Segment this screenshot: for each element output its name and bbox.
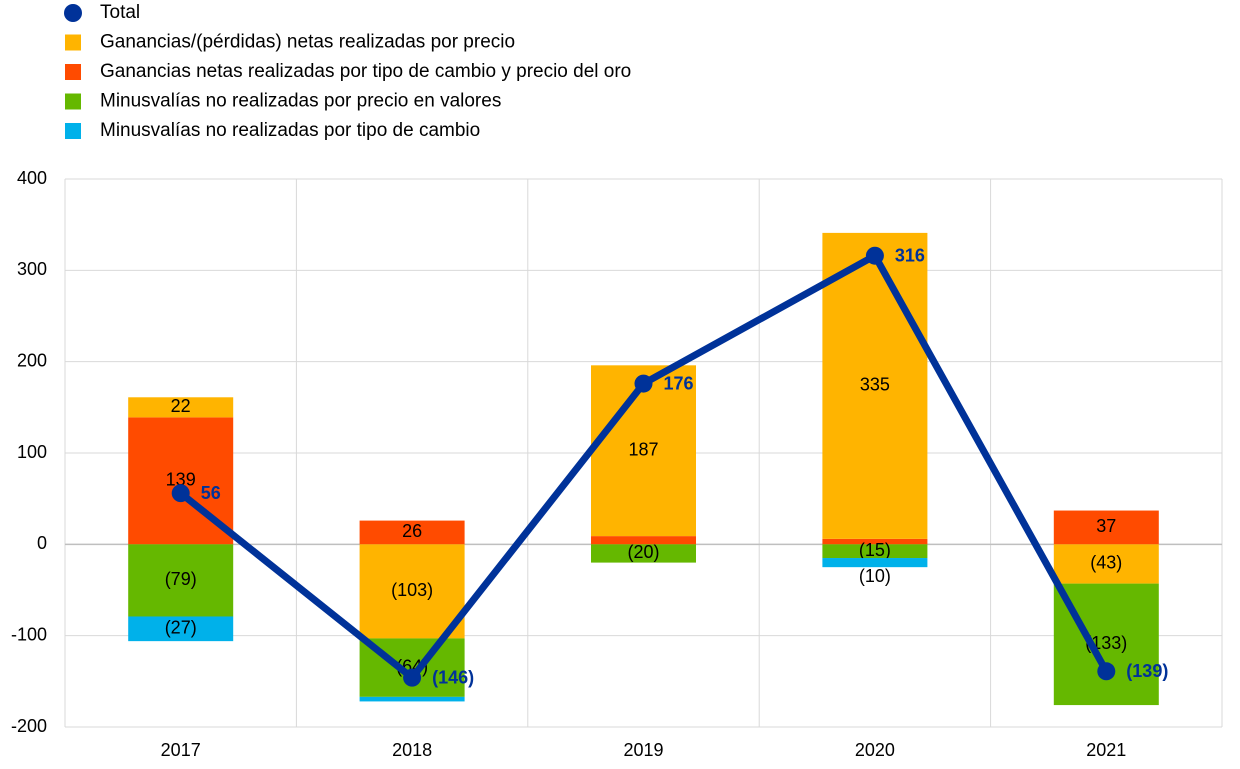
x-tick-label: 2017 xyxy=(161,740,201,760)
total-label: (139) xyxy=(1126,661,1168,681)
total-marker xyxy=(634,374,653,393)
bar-segment xyxy=(128,544,234,617)
total-label: 56 xyxy=(201,483,221,503)
data-label: 26 xyxy=(402,521,422,541)
data-label: (20) xyxy=(627,542,659,562)
bar-segment xyxy=(359,544,465,639)
legend-label: Minusvalías no realizadas por precio en … xyxy=(100,91,501,112)
data-label: 187 xyxy=(628,439,658,459)
y-tick-label: 0 xyxy=(37,533,47,553)
y-tick-label: 300 xyxy=(17,259,47,279)
total-marker xyxy=(1097,662,1116,681)
x-tick-label: 2021 xyxy=(1086,740,1126,760)
data-label: 139 xyxy=(166,470,196,490)
total-marker xyxy=(403,668,422,687)
legend-label: Ganancias/(pérdidas) netas realizadas po… xyxy=(100,32,515,53)
bar-segment xyxy=(591,536,696,545)
data-label: (27) xyxy=(165,618,197,638)
legend-swatch xyxy=(65,93,81,110)
legend-label: Minusvalías no realizadas por tipo de ca… xyxy=(100,120,480,141)
legend-marker xyxy=(64,4,82,22)
bar-segment xyxy=(359,520,465,545)
bar-segment xyxy=(822,538,928,545)
bar-segment xyxy=(822,558,928,568)
data-label: (103) xyxy=(391,580,433,600)
y-tick-label: 100 xyxy=(17,442,47,462)
bar-segment xyxy=(822,544,928,559)
total-marker xyxy=(171,484,190,503)
total-label: 176 xyxy=(664,373,694,393)
legend-swatch xyxy=(65,64,81,80)
bar-segment xyxy=(591,544,696,563)
x-tick-label: 2019 xyxy=(623,740,663,760)
data-label: (15) xyxy=(859,540,891,560)
data-label: (43) xyxy=(1090,553,1122,573)
total-label: (146) xyxy=(432,667,474,687)
bar-segment xyxy=(128,397,234,418)
data-label: (79) xyxy=(165,569,197,589)
legend-label: Ganancias netas realizadas por tipo de c… xyxy=(100,61,631,82)
y-tick-label: 400 xyxy=(17,168,47,188)
data-label: 22 xyxy=(171,396,191,416)
data-label: (10) xyxy=(859,566,891,586)
legend-label: Total xyxy=(100,2,140,23)
x-tick-label: 2018 xyxy=(392,740,432,760)
bar-segment xyxy=(822,232,928,539)
data-label: 37 xyxy=(1096,516,1116,536)
bar-segment xyxy=(359,696,465,702)
bar-segment xyxy=(1053,510,1159,545)
bar-segment xyxy=(128,616,234,642)
total-marker xyxy=(865,246,884,265)
legend-swatch xyxy=(65,123,81,139)
y-tick-label: -100 xyxy=(11,624,47,644)
bar-segment xyxy=(591,365,696,537)
x-tick-label: 2020 xyxy=(855,740,895,760)
bar-segment xyxy=(1053,544,1159,584)
data-label: 335 xyxy=(860,375,890,395)
legend-swatch xyxy=(65,34,81,51)
y-tick-label: -200 xyxy=(11,716,47,736)
y-tick-label: 200 xyxy=(17,350,47,370)
total-label: 316 xyxy=(895,245,925,265)
